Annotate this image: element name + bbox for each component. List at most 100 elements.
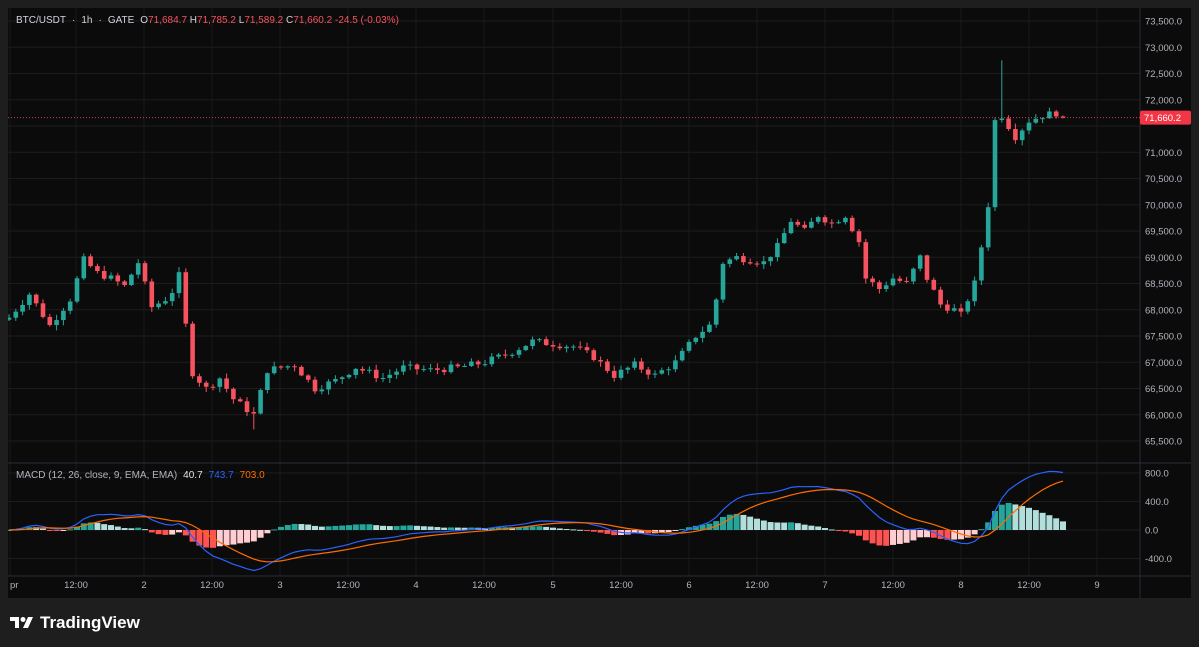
candle-body <box>149 281 155 308</box>
candle-body <box>999 118 1005 121</box>
time-axis-tick-label: 12:00 <box>609 580 633 591</box>
candle-body <box>652 373 658 375</box>
price-axis-tick-label: 69,000.0 <box>1145 253 1182 264</box>
macd-histogram-bar <box>182 530 189 536</box>
time-axis-tick-label: 12:00 <box>881 580 905 591</box>
brand-name: TradingView <box>40 613 140 632</box>
macd-histogram-bar <box>726 514 733 530</box>
candle-body <box>877 282 882 290</box>
candle-body <box>169 293 175 302</box>
candle-body <box>686 341 692 351</box>
macd-hist-value: 40.7 <box>183 470 203 481</box>
high-value: 71,785.2 <box>197 15 236 26</box>
tradingview-logo[interactable]: TradingView <box>10 613 140 633</box>
macd-histogram-bar <box>1046 515 1053 530</box>
macd-histogram-bar <box>223 530 230 546</box>
macd-histogram-bar <box>60 530 67 531</box>
macd-histogram-bar <box>856 530 862 536</box>
macd-histogram-bar <box>849 530 856 534</box>
macd-histogram-bar <box>740 514 747 530</box>
macd-histogram-bar <box>318 526 325 530</box>
macd-histogram-bar <box>148 530 155 533</box>
macd-histogram-bar <box>461 527 468 530</box>
macd-axis-tick-label: -400.0 <box>1145 554 1172 565</box>
candle-body <box>727 259 733 264</box>
time-axis-tick-label: 12:00 <box>472 580 496 591</box>
macd-histogram-bar <box>108 525 114 530</box>
macd-histogram-bar <box>760 520 767 530</box>
price-axis-tick-label: 71,000.0 <box>1145 148 1182 159</box>
candle-body <box>203 382 209 387</box>
macd-histogram-bar <box>903 530 910 543</box>
candle-body <box>673 360 678 370</box>
price-axis-tick-label: 66,000.0 <box>1145 410 1182 421</box>
last-price-label: 71,660.2 <box>1144 113 1181 124</box>
macd-histogram-bar <box>815 526 822 530</box>
macd-histogram-bar <box>624 530 631 535</box>
macd-histogram-bar <box>414 525 420 530</box>
macd-histogram-bar <box>176 530 182 533</box>
macd-histogram-bar <box>53 530 60 531</box>
macd-histogram-bar <box>373 525 380 530</box>
candle-body <box>530 339 535 346</box>
candle-body <box>13 311 19 318</box>
candle-body <box>1047 111 1052 119</box>
candle-body <box>632 361 637 368</box>
candle-body <box>979 247 984 281</box>
symbol-name[interactable]: BTC/USDT <box>16 15 66 26</box>
price-chart[interactable]: 71,660.2 65,500.0 66,000.0 66,500.0 67,000.0… <box>8 8 1191 598</box>
price-axis-tick-label: 72,000.0 <box>1145 95 1182 106</box>
macd-histogram-bar <box>400 525 407 530</box>
candle-body <box>904 280 909 282</box>
interval-label[interactable]: 1h <box>81 15 93 26</box>
macd-histogram-bar <box>747 516 754 530</box>
macd-histogram-bar <box>706 523 713 530</box>
macd-histogram-bar <box>448 527 454 530</box>
macd-histogram-bar <box>978 529 985 531</box>
candle-body <box>312 379 318 392</box>
candle-body <box>781 233 787 244</box>
macd-histogram-bar <box>964 530 971 538</box>
candle-body <box>20 304 25 312</box>
candle-body <box>788 221 794 234</box>
candle-body <box>938 289 943 305</box>
macd-histogram-bar <box>407 525 414 530</box>
macd-histogram-bar <box>380 525 386 530</box>
time-axis-tick-label: 8 <box>958 580 963 591</box>
chart-frame[interactable]: 71,660.2 65,500.0 66,000.0 66,500.0 67,000.0… <box>8 8 1191 598</box>
candle-body <box>843 217 848 223</box>
time-axis-tick-label: 12:00 <box>1017 580 1041 591</box>
macd-histogram-bar <box>992 510 998 530</box>
macd-axis-tick-label: 800.0 <box>1145 469 1169 480</box>
macd-axis-tick-label: 0.0 <box>1145 526 1158 537</box>
close-value: 71,660.2 <box>293 15 333 26</box>
macd-histogram-bar <box>495 527 502 530</box>
macd-histogram-bar <box>1032 510 1039 530</box>
candle-body <box>285 366 291 368</box>
candle-body <box>190 323 195 377</box>
macd-histogram-bar <box>869 530 876 544</box>
candle-body <box>679 350 685 361</box>
candle-body <box>81 256 87 279</box>
candle-body <box>129 274 134 286</box>
candle-body <box>278 366 284 368</box>
macd-histogram-bar <box>420 526 427 530</box>
price-axis-tick-label: 65,500.0 <box>1145 437 1182 448</box>
macd-histogram-bar <box>74 526 80 530</box>
macd-indicator-name[interactable]: MACD (12, 26, close, 9, EMA, EMA) <box>16 470 178 481</box>
macd-histogram-bar <box>1012 504 1019 530</box>
candle-body <box>251 412 257 414</box>
candle-body <box>475 361 481 365</box>
candle-body <box>1060 116 1066 118</box>
macd-line <box>8 470 1064 572</box>
time-axis-tick-label: 5 <box>550 580 555 591</box>
macd-histogram-bar <box>570 529 577 531</box>
macd-histogram-bar <box>754 518 760 530</box>
candle-body <box>428 368 433 370</box>
macd-histogram-bar <box>781 522 788 530</box>
price-axis-tick-label: 67,000.0 <box>1145 358 1182 369</box>
change-value: -24.5 (-0.03%) <box>334 15 399 26</box>
macd-histogram-bar <box>543 526 550 530</box>
candle-body <box>598 360 603 362</box>
candle-body <box>577 346 583 348</box>
